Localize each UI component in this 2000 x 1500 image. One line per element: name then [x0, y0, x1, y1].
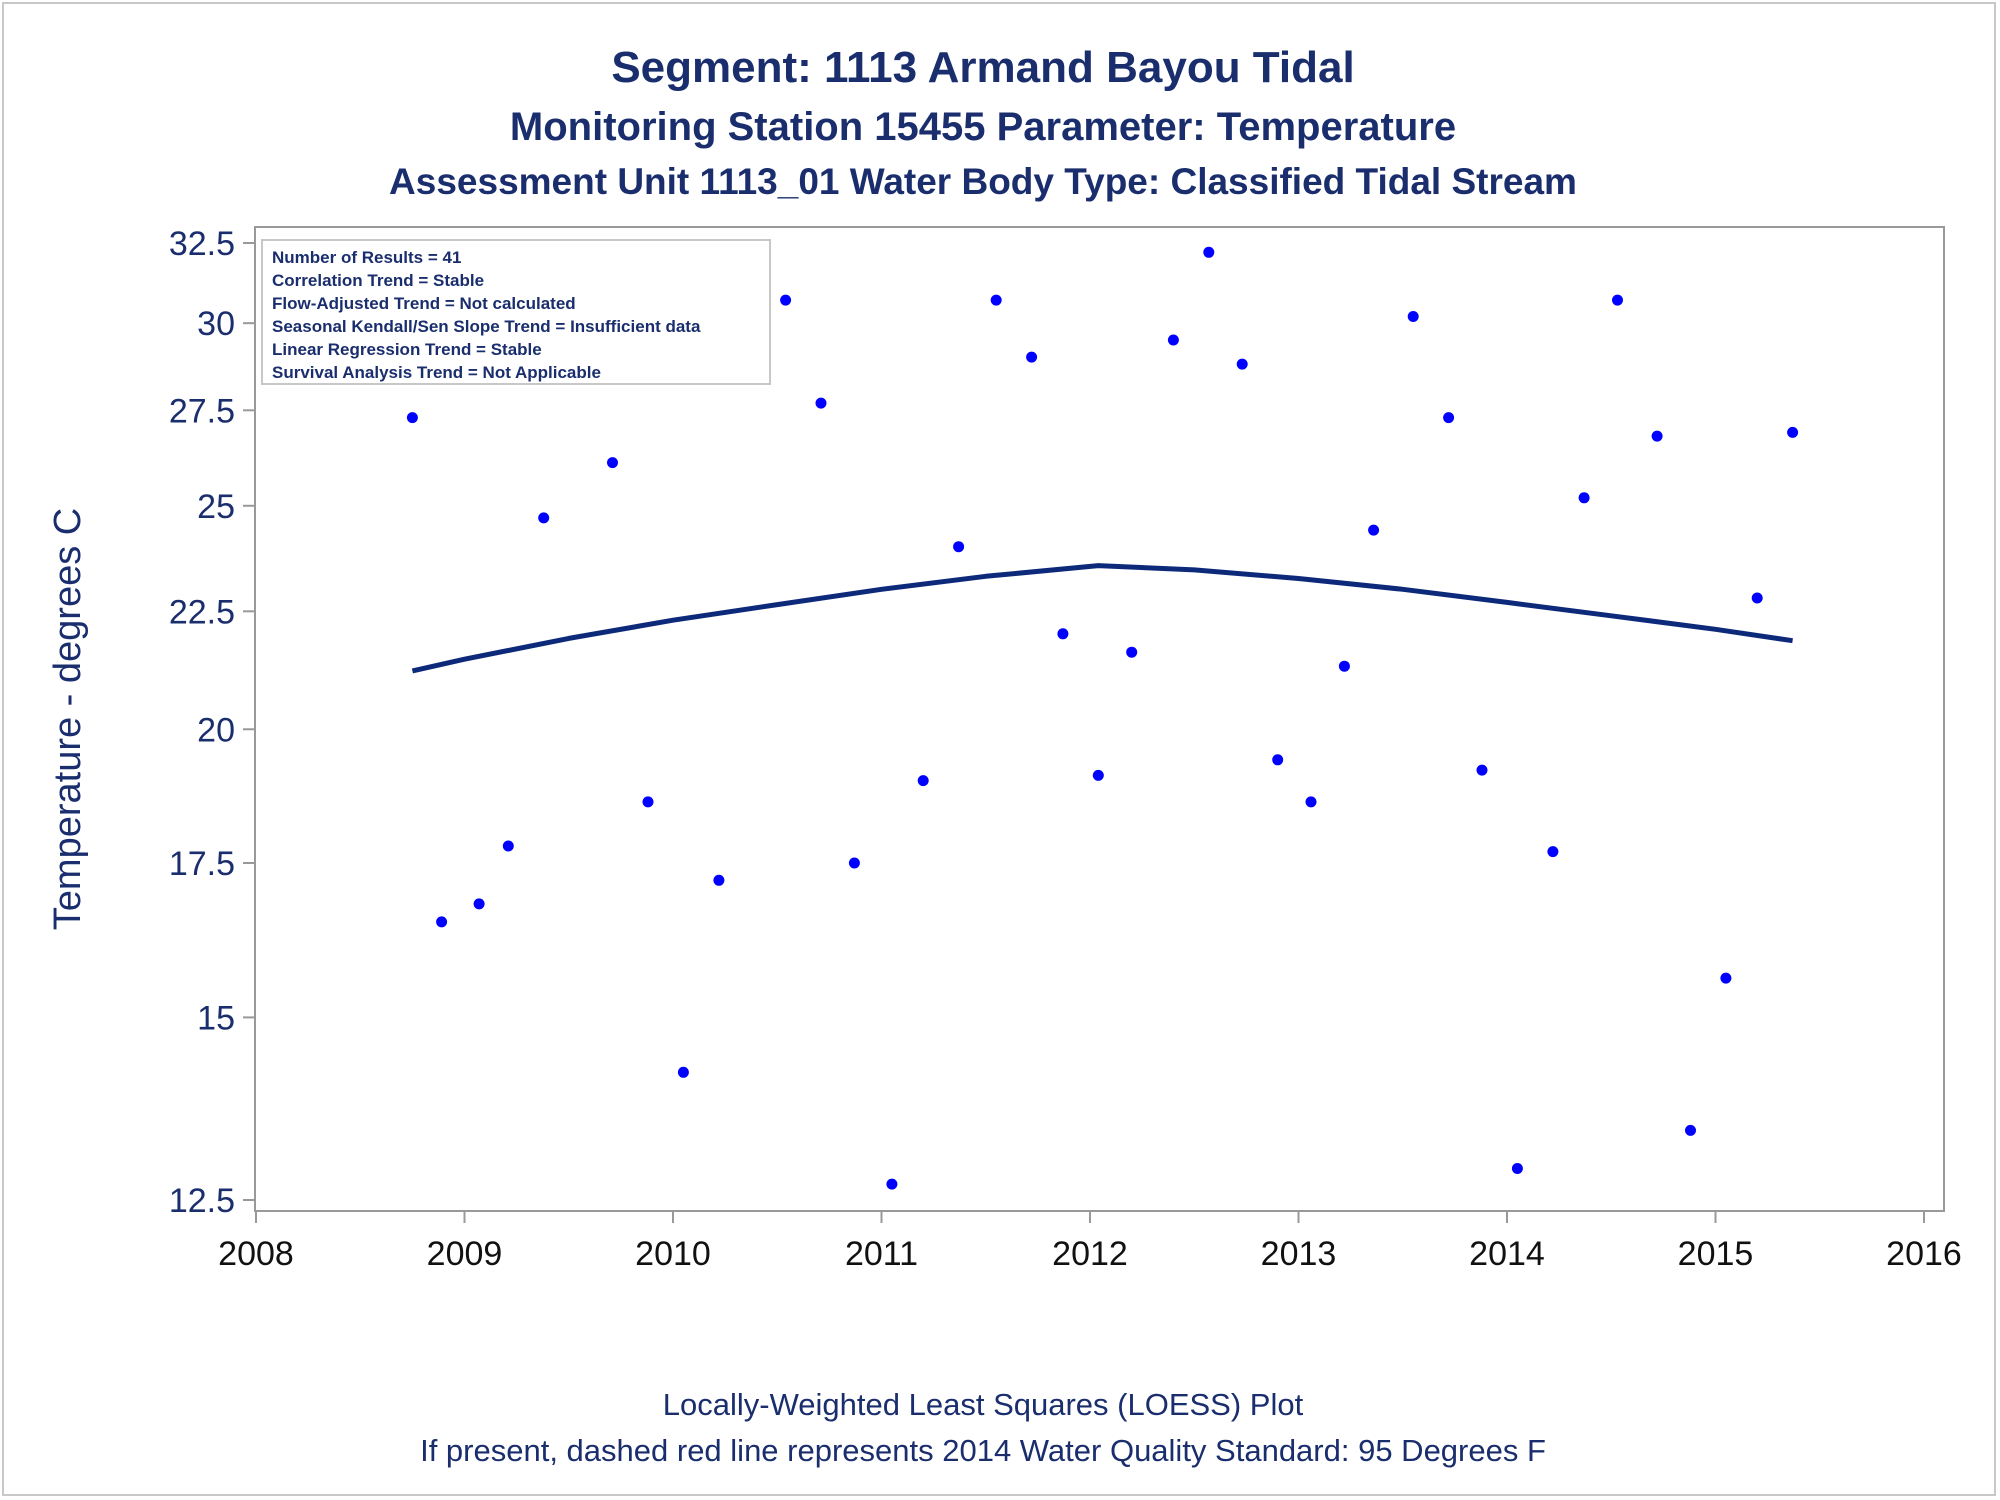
- y-tick-label: 27.5: [169, 392, 235, 430]
- x-tick-label: 2011: [845, 1235, 918, 1273]
- data-point: [953, 541, 965, 553]
- x-tick-label: 2016: [1886, 1235, 1962, 1273]
- x-tick-label: 2009: [427, 1235, 503, 1273]
- data-point: [1236, 358, 1248, 370]
- info-line-survival: Survival Analysis Trend = Not Applicable: [272, 363, 601, 382]
- data-point: [1547, 846, 1559, 858]
- data-point: [436, 916, 448, 928]
- data-point: [1685, 1124, 1696, 1136]
- data-point: [990, 294, 1002, 306]
- chart-subtitle: Monitoring Station 15455 Parameter: Temp…: [510, 105, 1456, 149]
- data-point: [886, 1178, 898, 1190]
- data-point: [406, 412, 418, 424]
- data-point: [815, 397, 827, 409]
- x-tick-label: 2010: [635, 1235, 711, 1273]
- data-point: [1511, 1163, 1523, 1174]
- data-point: [1476, 764, 1488, 776]
- data-point: [502, 840, 514, 852]
- data-point: [607, 457, 618, 469]
- data-point: [1720, 972, 1732, 984]
- y-tick-label: 25: [197, 488, 235, 526]
- info-line-correlation: Correlation Trend = Stable: [272, 271, 484, 290]
- data-point: [1203, 246, 1215, 258]
- y-tick-label: 22.5: [169, 593, 235, 631]
- x-tick-label: 2015: [1678, 1235, 1754, 1273]
- data-point: [677, 1066, 689, 1078]
- y-tick-label: 20: [197, 711, 235, 749]
- data-point: [642, 796, 654, 808]
- loess-chart: Segment: 1113 Armand Bayou Tidal Monitor…: [47, 43, 1962, 1468]
- chart-subtitle-2: Assessment Unit 1113_01 Water Body Type:…: [389, 161, 1577, 202]
- data-point: [1787, 426, 1799, 438]
- data-point: [1305, 796, 1317, 808]
- x-tick-label: 2013: [1261, 1235, 1337, 1273]
- y-axis-label: Temperature - degrees C: [47, 508, 89, 930]
- y-tick-label: 32.5: [169, 225, 235, 263]
- data-point: [538, 512, 550, 524]
- data-point: [1272, 754, 1284, 766]
- data-point: [780, 294, 792, 306]
- data-point: [1407, 311, 1419, 322]
- info-box: Number of Results = 41 Correlation Trend…: [261, 239, 771, 385]
- plot-area: [254, 226, 1945, 1212]
- data-point: [473, 898, 485, 910]
- data-point: [1612, 294, 1623, 306]
- y-tick-label: 12.5: [169, 1182, 235, 1220]
- data-point: [1578, 492, 1590, 504]
- data-point: [1651, 430, 1663, 442]
- info-line-linear-regression: Linear Regression Trend = Stable: [272, 340, 542, 359]
- info-line-flow-adjusted: Flow-Adjusted Trend = Not calculated: [272, 294, 576, 313]
- data-point: [1167, 334, 1179, 346]
- data-point: [1751, 592, 1763, 604]
- data-point: [713, 874, 725, 886]
- info-line-seasonal-kendall: Seasonal Kendall/Sen Slope Trend = Insuf…: [272, 317, 701, 336]
- loess-line: [411, 563, 1793, 674]
- data-point: [917, 775, 929, 787]
- y-tick-label: 30: [197, 305, 235, 343]
- footnote-standard: If present, dashed red line represents 2…: [420, 1433, 1546, 1468]
- x-tick-label: 2008: [218, 1235, 294, 1273]
- data-point: [848, 857, 860, 869]
- y-tick-label: 17.5: [169, 845, 235, 883]
- data-point: [1368, 524, 1380, 536]
- data-point: [1057, 628, 1069, 640]
- chart-title: Segment: 1113 Armand Bayou Tidal: [611, 43, 1354, 92]
- data-point: [1338, 660, 1350, 672]
- data-point: [1092, 769, 1104, 781]
- info-line-results: Number of Results = 41: [272, 248, 461, 267]
- x-tick-label: 2014: [1469, 1235, 1545, 1273]
- footnote-loess: Locally-Weighted Least Squares (LOESS) P…: [663, 1387, 1304, 1422]
- info-box-frame: [261, 239, 771, 385]
- data-point: [1443, 412, 1455, 424]
- x-tick-label: 2012: [1052, 1235, 1128, 1273]
- data-point: [1126, 646, 1138, 658]
- y-tick-label: 15: [197, 999, 235, 1037]
- data-point: [1026, 351, 1038, 363]
